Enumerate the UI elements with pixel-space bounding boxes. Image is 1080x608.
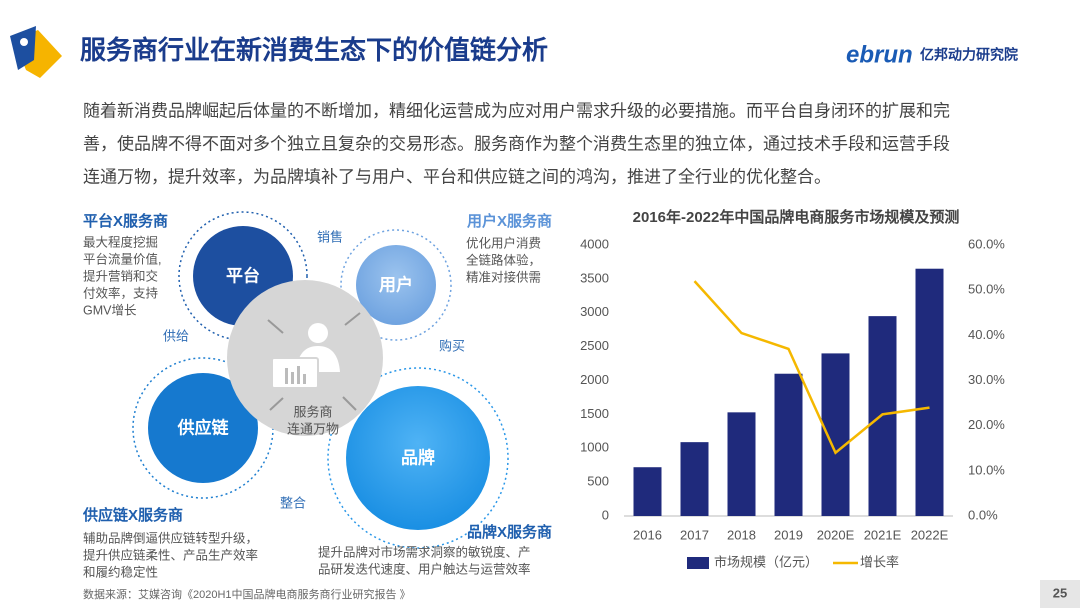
corner-desc: 提升营销和交 bbox=[83, 268, 158, 283]
x-tick-label: 2018 bbox=[727, 527, 756, 542]
y-tick-label: 4000 bbox=[580, 236, 609, 251]
bar bbox=[680, 442, 709, 516]
corner-title: 品牌X服务商 bbox=[467, 523, 552, 541]
diagram: 平台 用户 供应链 品牌 服务商 连通万物 销售 购买 供给 整合 平台X服务商… bbox=[82, 211, 552, 579]
corner-desc: 品研发迭代速度、用户触达与运营效率 bbox=[318, 561, 531, 576]
arrows bbox=[267, 312, 361, 411]
y-tick-label: 3000 bbox=[580, 304, 609, 319]
y-tick-label: 2500 bbox=[580, 338, 609, 353]
y2-tick-label: 20.0% bbox=[968, 417, 1005, 432]
chart-title: 2016年-2022年中国品牌电商服务市场规模及预测 bbox=[633, 208, 960, 226]
corner-desc: 辅助品牌倒逼供应链转型升级， bbox=[83, 530, 258, 545]
page-number: 25 bbox=[1053, 585, 1067, 600]
corner-title: 供应链X服务商 bbox=[82, 506, 183, 524]
x-tick-label: 2021E bbox=[864, 527, 902, 542]
y2-tick-label: 30.0% bbox=[968, 372, 1005, 387]
x-tick-label: 2022E bbox=[911, 527, 949, 542]
bar bbox=[633, 467, 662, 516]
bar bbox=[915, 268, 944, 516]
chart: 2016年-2022年中国品牌电商服务市场规模及预测 0 500 1000 1500 2… bbox=[580, 208, 1005, 569]
corner-desc: 和履约稳定性 bbox=[83, 564, 158, 579]
y-tick-label: 1000 bbox=[580, 440, 609, 455]
node-circle bbox=[346, 386, 490, 530]
logo-org: 亿邦动力研究院 bbox=[920, 47, 1018, 63]
node-label: 品牌 bbox=[401, 447, 435, 467]
node-label: 供应链 bbox=[177, 417, 230, 437]
slide-title: 服务商行业在新消费生态下的价值链分析 bbox=[80, 35, 548, 65]
ring bbox=[340, 229, 452, 341]
bar bbox=[868, 316, 897, 516]
center-label: 连通万物 bbox=[287, 421, 339, 436]
y-tick-label: 0 bbox=[602, 507, 609, 522]
paragraph-line: 随着新消费品牌崛起后体量的不断增加，精细化运营成为应对用户需求升级的必要措施。而… bbox=[83, 101, 950, 120]
node-circle bbox=[148, 373, 258, 483]
paragraph-line: 善，使品牌不得不面对多个独立且复杂的交易形态。服务商作为整个消费生态里的独立体，… bbox=[83, 133, 950, 153]
y2-tick-label: 0.0% bbox=[968, 507, 998, 522]
corner-title: 平台X服务商 bbox=[83, 212, 168, 230]
node-label: 用户 bbox=[379, 274, 413, 294]
y2-tick-label: 50.0% bbox=[968, 282, 1005, 297]
bar bbox=[821, 353, 850, 516]
y-tick-label: 3500 bbox=[580, 270, 609, 285]
legend-swatch bbox=[687, 557, 709, 569]
y-tick-label: 1500 bbox=[580, 406, 609, 421]
relation-label: 整合 bbox=[280, 495, 306, 510]
x-tick-label: 2020E bbox=[817, 527, 855, 542]
x-tick-label: 2017 bbox=[680, 527, 709, 542]
corner-desc: GMV增长 bbox=[83, 302, 137, 317]
node-label: 平台 bbox=[226, 265, 260, 285]
x-tick-label: 2016 bbox=[633, 527, 662, 542]
legend-label: 增长率 bbox=[860, 554, 899, 569]
logo-brand: ebrun bbox=[846, 41, 913, 68]
x-tick-label: 2019 bbox=[774, 527, 803, 542]
relation-label: 购买 bbox=[439, 338, 465, 353]
y-tick-label: 500 bbox=[587, 474, 609, 489]
y2-tick-label: 10.0% bbox=[968, 462, 1005, 477]
corner-desc: 全链路体验， bbox=[466, 252, 541, 267]
relation-label: 供给 bbox=[163, 328, 189, 343]
y-tick-label: 2000 bbox=[580, 372, 609, 387]
corner-desc: 优化用户消费 bbox=[466, 235, 541, 250]
center-label: 服务商 bbox=[293, 404, 332, 419]
node-circle bbox=[356, 245, 436, 325]
legend-label: 市场规模（亿元） bbox=[714, 554, 818, 569]
line bbox=[693, 280, 930, 455]
source-note: 数据来源：艾媒咨询《2020H1中国品牌电商服务商行业研究报告 》 bbox=[83, 587, 411, 601]
page-tab bbox=[1040, 580, 1080, 608]
corner-desc: 平台流量价值, bbox=[83, 251, 161, 266]
center-icon bbox=[271, 323, 340, 389]
y2-tick-label: 40.0% bbox=[968, 327, 1005, 342]
corner-desc: 提升供应链柔性、产品生产效率 bbox=[83, 547, 258, 562]
bar bbox=[727, 412, 756, 516]
bar bbox=[774, 373, 803, 516]
corner-desc: 付效率，支持 bbox=[83, 285, 158, 300]
paragraph-line: 连通万物，提升效率，为品牌填补了与用户、平台和供应链之间的鸿沟，推进了全行业的优… bbox=[83, 167, 831, 186]
y2-tick-label: 60.0% bbox=[968, 236, 1005, 251]
corner-title: 用户X服务商 bbox=[467, 212, 552, 230]
corner-desc: 精准对接供需 bbox=[466, 269, 541, 284]
relation-label: 销售 bbox=[317, 229, 343, 244]
tag-icon bbox=[10, 26, 62, 78]
ring bbox=[327, 367, 509, 549]
corner-desc: 提升品牌对市场需求洞察的敏锐度、产 bbox=[318, 544, 531, 559]
corner-desc: 最大程度挖掘 bbox=[83, 234, 158, 249]
